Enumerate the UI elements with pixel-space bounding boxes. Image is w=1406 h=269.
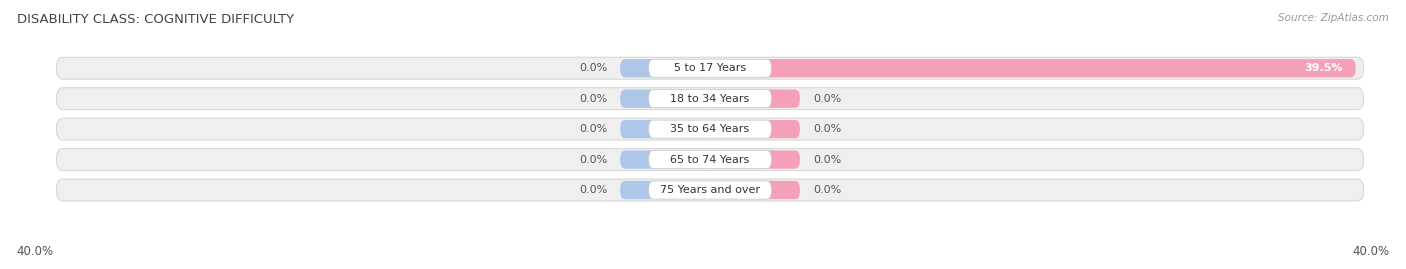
Text: 5 to 17 Years: 5 to 17 Years	[673, 63, 747, 73]
FancyBboxPatch shape	[620, 120, 710, 138]
FancyBboxPatch shape	[56, 179, 1364, 201]
FancyBboxPatch shape	[620, 181, 710, 199]
Text: 0.0%: 0.0%	[813, 124, 841, 134]
FancyBboxPatch shape	[648, 151, 772, 169]
FancyBboxPatch shape	[56, 148, 1364, 171]
FancyBboxPatch shape	[648, 120, 772, 138]
Text: 65 to 74 Years: 65 to 74 Years	[671, 155, 749, 165]
FancyBboxPatch shape	[56, 88, 1364, 110]
FancyBboxPatch shape	[710, 150, 800, 169]
Text: 18 to 34 Years: 18 to 34 Years	[671, 94, 749, 104]
Text: 0.0%: 0.0%	[579, 63, 607, 73]
Text: 0.0%: 0.0%	[579, 124, 607, 134]
Text: 75 Years and over: 75 Years and over	[659, 185, 761, 195]
Text: 40.0%: 40.0%	[17, 245, 53, 258]
Text: 0.0%: 0.0%	[813, 94, 841, 104]
FancyBboxPatch shape	[710, 120, 800, 138]
FancyBboxPatch shape	[648, 90, 772, 108]
Text: 40.0%: 40.0%	[1353, 245, 1389, 258]
Text: 0.0%: 0.0%	[579, 94, 607, 104]
FancyBboxPatch shape	[56, 118, 1364, 140]
FancyBboxPatch shape	[648, 181, 772, 199]
FancyBboxPatch shape	[56, 57, 1364, 79]
Text: 39.5%: 39.5%	[1305, 63, 1343, 73]
Text: 0.0%: 0.0%	[813, 185, 841, 195]
FancyBboxPatch shape	[620, 59, 710, 77]
Text: 0.0%: 0.0%	[579, 185, 607, 195]
FancyBboxPatch shape	[648, 59, 772, 77]
FancyBboxPatch shape	[620, 150, 710, 169]
FancyBboxPatch shape	[710, 59, 1355, 77]
Text: 0.0%: 0.0%	[579, 155, 607, 165]
Text: Source: ZipAtlas.com: Source: ZipAtlas.com	[1278, 13, 1389, 23]
Text: DISABILITY CLASS: COGNITIVE DIFFICULTY: DISABILITY CLASS: COGNITIVE DIFFICULTY	[17, 13, 294, 26]
Text: 35 to 64 Years: 35 to 64 Years	[671, 124, 749, 134]
Text: 0.0%: 0.0%	[813, 155, 841, 165]
FancyBboxPatch shape	[620, 90, 710, 108]
FancyBboxPatch shape	[710, 90, 800, 108]
FancyBboxPatch shape	[710, 181, 800, 199]
